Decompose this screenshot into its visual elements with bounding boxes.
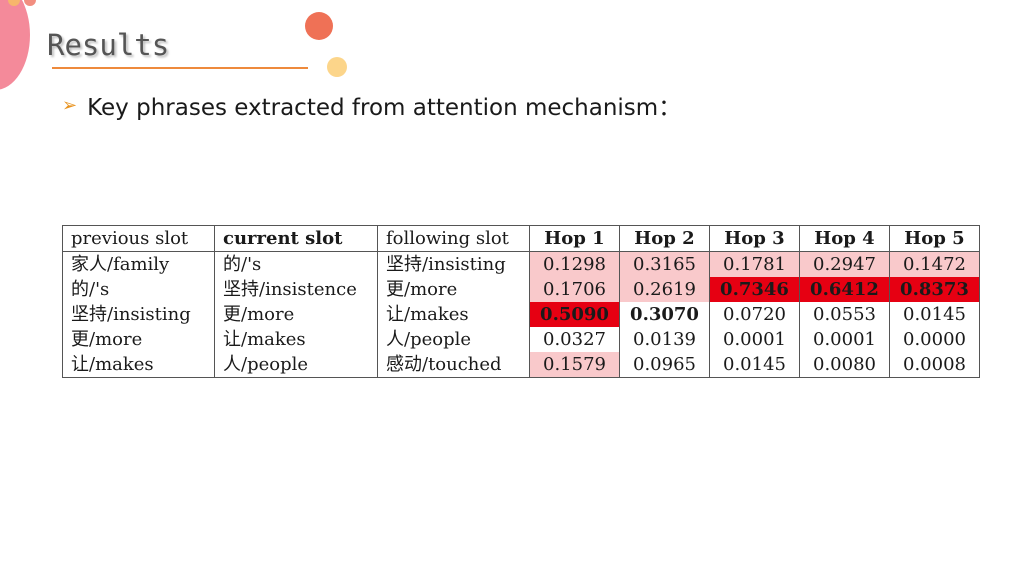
cell-hop-1: 0.5090 xyxy=(529,302,620,327)
header-following-slot: following slot xyxy=(377,225,530,252)
cell-current-slot: 人/people xyxy=(214,352,378,378)
cell-previous-slot: 的/'s xyxy=(62,277,215,302)
table-header-row: previous slot current slot following slo… xyxy=(62,225,980,252)
cell-current-slot: 的/'s xyxy=(214,251,378,277)
cell-current-slot: 坚持/insistence xyxy=(214,277,378,302)
header-previous-slot: previous slot xyxy=(62,225,215,252)
cell-hop-1: 0.1298 xyxy=(529,251,620,277)
header-hop-4: Hop 4 xyxy=(799,225,890,252)
cell-hop-5: 0.0008 xyxy=(889,352,980,378)
cell-previous-slot: 让/makes xyxy=(62,352,215,378)
decorative-circle-yellow xyxy=(327,57,347,77)
cell-following-slot: 感动/touched xyxy=(377,352,530,378)
cell-hop-2: 0.0965 xyxy=(619,352,710,378)
cell-previous-slot: 坚持/insisting xyxy=(62,302,215,327)
header-hop-5: Hop 5 xyxy=(889,225,980,252)
bullet-point: ➢ Key phrases extracted from attention m… xyxy=(62,88,681,122)
cell-hop-3: 0.0145 xyxy=(709,352,800,378)
cell-hop-2: 0.2619 xyxy=(619,277,710,302)
cell-hop-3: 0.7346 xyxy=(709,277,800,302)
header-hop-2: Hop 2 xyxy=(619,225,710,252)
cell-hop-1: 0.1579 xyxy=(529,352,620,378)
decorative-circle-orange-small xyxy=(8,0,20,6)
header-current-slot: current slot xyxy=(214,225,378,252)
decorative-circle-red xyxy=(305,12,333,40)
cell-hop-3: 0.0001 xyxy=(709,327,800,352)
cell-hop-3: 0.1781 xyxy=(709,251,800,277)
cell-hop-4: 0.0080 xyxy=(799,352,890,378)
table-body: 家人/family 的/'s 坚持/insisting 0.1298 0.3165 0.1… xyxy=(62,251,980,378)
table-row: 的/'s 坚持/insistence 更/more 0.1706 0.2619 0.734… xyxy=(62,277,980,302)
decorative-circle-pink-large xyxy=(0,0,30,90)
cell-hop-3: 0.0720 xyxy=(709,302,800,327)
cell-hop-5: 0.0145 xyxy=(889,302,980,327)
decorative-circle-pink-small xyxy=(24,0,36,6)
cell-hop-5: 0.8373 xyxy=(889,277,980,302)
header-hop-1: Hop 1 xyxy=(529,225,620,252)
cell-hop-4: 0.6412 xyxy=(799,277,890,302)
cell-current-slot: 让/makes xyxy=(214,327,378,352)
cell-following-slot: 更/more xyxy=(377,277,530,302)
cell-current-slot: 更/more xyxy=(214,302,378,327)
cell-previous-slot: 家人/family xyxy=(62,251,215,277)
cell-hop-1: 0.0327 xyxy=(529,327,620,352)
table-row: 让/makes 人/people 感动/touched 0.1579 0.0965 0.0… xyxy=(62,352,980,378)
cell-hop-4: 0.2947 xyxy=(799,251,890,277)
arrow-bullet-icon: ➢ xyxy=(62,94,78,116)
cell-following-slot: 人/people xyxy=(377,327,530,352)
cell-hop-2: 0.3070 xyxy=(619,302,710,327)
cell-hop-1: 0.1706 xyxy=(529,277,620,302)
table-row: 家人/family 的/'s 坚持/insisting 0.1298 0.3165 0.1… xyxy=(62,251,980,277)
cell-hop-5: 0.1472 xyxy=(889,251,980,277)
table-row: 坚持/insisting 更/more 让/makes 0.5090 0.3070 0.0… xyxy=(62,302,980,327)
cell-hop-5: 0.0000 xyxy=(889,327,980,352)
header-hop-3: Hop 3 xyxy=(709,225,800,252)
table-row: 更/more 让/makes 人/people 0.0327 0.0139 0.0001 0… xyxy=(62,327,980,352)
cell-following-slot: 让/makes xyxy=(377,302,530,327)
attention-table: previous slot current slot following slo… xyxy=(62,225,980,378)
cell-hop-2: 0.3165 xyxy=(619,251,710,277)
cell-following-slot: 坚持/insisting xyxy=(377,251,530,277)
cell-hop-2: 0.0139 xyxy=(619,327,710,352)
bullet-text: Key phrases extracted from attention mec… xyxy=(87,95,682,121)
cell-hop-4: 0.0001 xyxy=(799,327,890,352)
cell-previous-slot: 更/more xyxy=(62,327,215,352)
cell-hop-4: 0.0553 xyxy=(799,302,890,327)
title-underline xyxy=(52,67,308,69)
slide-title: Results xyxy=(47,28,170,62)
